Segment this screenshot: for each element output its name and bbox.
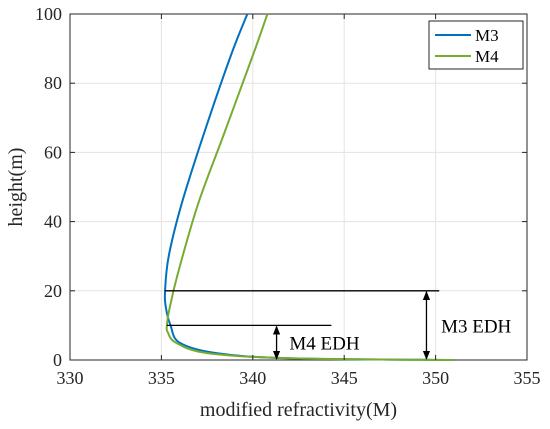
x-tick-label: 340 — [239, 368, 266, 388]
y-tick-label: 0 — [53, 350, 62, 370]
x-tick-label: 355 — [514, 368, 541, 388]
legend-label: M4 — [475, 47, 499, 66]
y-axis-label: height(m) — [5, 148, 27, 227]
plot-area-frame — [69, 13, 528, 361]
x-tick-label: 350 — [422, 368, 449, 388]
y-tick-label: 20 — [44, 281, 62, 301]
y-tick-label: 40 — [44, 212, 62, 232]
legend-box — [428, 20, 524, 70]
legend-label: M3 — [475, 26, 499, 45]
series-line-m4 — [165, 13, 454, 361]
x-axis-label: modified refractivity(M) — [200, 399, 397, 421]
edh-annotations: M3 EDH M4 EDH — [165, 290, 512, 360]
y-tick-label: 60 — [44, 142, 62, 162]
axis-ticks: 330 335 340 345 350 355 0 20 40 60 80 100 — [35, 4, 541, 388]
y-tick-label: 100 — [35, 4, 62, 24]
series-lines — [163, 13, 454, 361]
x-tick-label: 335 — [148, 368, 175, 388]
x-tick-label: 345 — [331, 368, 358, 388]
edh-label: M3 EDH — [441, 316, 511, 337]
y-tick-label: 80 — [44, 73, 62, 93]
edh-label: M4 EDH — [289, 334, 359, 355]
x-tick-label: 330 — [57, 368, 84, 388]
series-line-m3 — [163, 13, 454, 361]
